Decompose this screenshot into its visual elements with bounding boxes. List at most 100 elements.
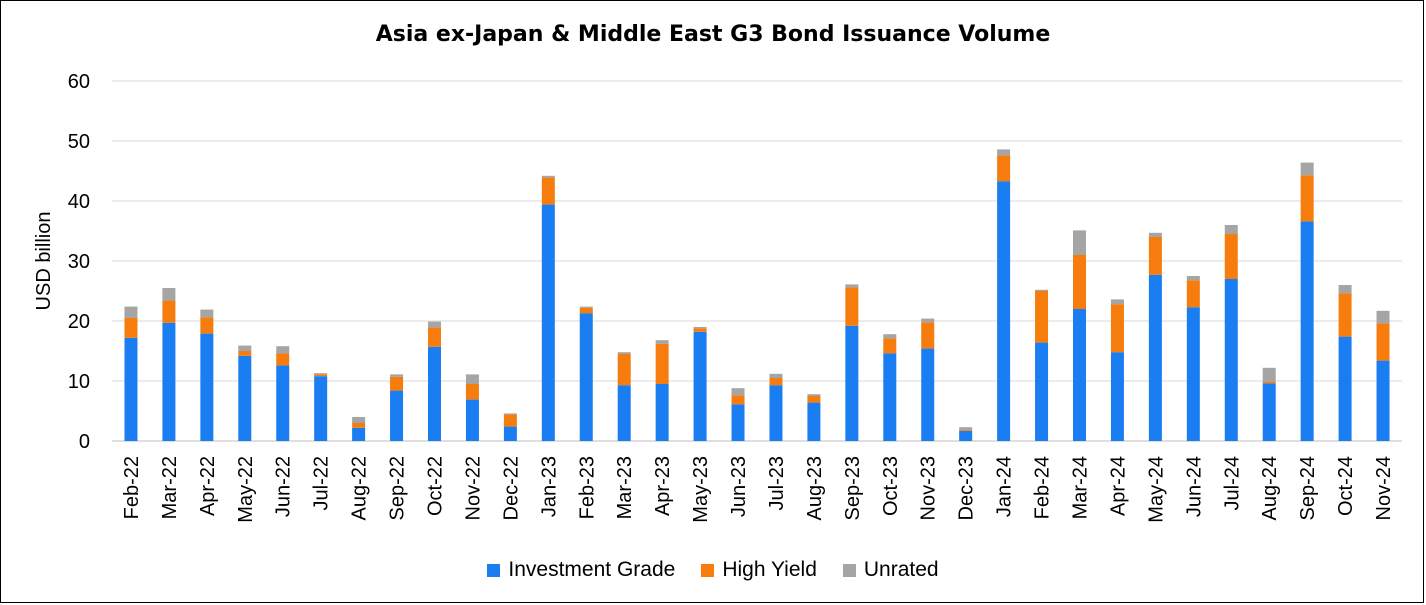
bar-high-yield-jun-24 [1186, 280, 1200, 308]
x-tick-label: Jul-22 [311, 456, 333, 510]
bar-unrated-aug-23 [807, 394, 821, 396]
bar-investment-grade-oct-22 [428, 346, 441, 441]
x-tick-label: Apr-23 [652, 456, 674, 516]
x-tick-label: Sep-22 [387, 456, 409, 521]
bar-investment-grade-may-22 [238, 355, 252, 441]
bar-unrated-dec-22 [503, 413, 517, 415]
bar-high-yield-apr-22 [200, 317, 214, 334]
bar-unrated-sep-22 [390, 374, 404, 377]
bar-investment-grade-jun-24 [1186, 307, 1200, 441]
bar-high-yield-jul-22 [314, 374, 328, 377]
bar-high-yield-sep-23 [845, 287, 859, 326]
x-tick-label: Mar-22 [159, 456, 181, 519]
bar-investment-grade-aug-23 [807, 402, 821, 441]
bar-investment-grade-may-24 [1148, 274, 1162, 441]
bar-high-yield-apr-24 [1110, 304, 1124, 353]
bar-high-yield-feb-23 [579, 307, 593, 314]
bar-high-yield-sep-22 [390, 376, 404, 391]
bar-investment-grade-feb-22 [124, 337, 138, 441]
bar-high-yield-oct-24 [1338, 293, 1352, 337]
bar-high-yield-sep-24 [1300, 175, 1314, 222]
y-tick-label: 60 [68, 71, 90, 93]
legend-item-unrated: Unrated [842, 558, 939, 582]
bar-investment-grade-jul-23 [769, 385, 783, 441]
x-tick-label: Mar-23 [614, 456, 636, 519]
bar-investment-grade-mar-22 [162, 322, 176, 441]
bar-investment-grade-apr-23 [655, 384, 669, 441]
bar-unrated-nov-22 [465, 374, 479, 384]
x-tick-label: Nov-23 [918, 456, 940, 520]
bar-unrated-aug-24 [1262, 367, 1276, 382]
x-tick-label: May-22 [235, 456, 257, 523]
bar-high-yield-aug-22 [352, 423, 366, 428]
bar-high-yield-may-22 [238, 351, 252, 356]
y-tick-label: 10 [68, 371, 90, 393]
bar-unrated-jun-23 [731, 388, 745, 396]
legend-item-investment-grade: Investment Grade [487, 558, 675, 582]
x-tick-label: Mar-24 [1070, 456, 1092, 519]
bar-investment-grade-sep-22 [390, 390, 404, 441]
bar-unrated-mar-24 [1073, 230, 1086, 255]
bar-high-yield-nov-24 [1376, 323, 1390, 361]
bar-unrated-feb-22 [124, 306, 138, 318]
bar-unrated-sep-24 [1300, 162, 1314, 176]
x-tick-label: Jul-24 [1221, 456, 1243, 510]
x-tick-label: Feb-23 [576, 456, 598, 519]
bar-investment-grade-may-23 [693, 331, 707, 441]
bar-unrated-sep-23 [845, 284, 859, 288]
bar-unrated-jun-24 [1186, 276, 1200, 281]
bar-unrated-apr-22 [200, 309, 214, 318]
bar-high-yield-jun-22 [276, 353, 290, 366]
bar-high-yield-feb-22 [124, 318, 138, 338]
legend-swatch-investment-grade [487, 563, 501, 577]
x-tick-label: Oct-23 [880, 456, 902, 516]
bar-high-yield-dec-22 [503, 414, 517, 427]
bar-unrated-feb-24 [1035, 289, 1049, 291]
x-tick-label: Nov-24 [1373, 456, 1395, 520]
bar-high-yield-oct-23 [883, 338, 897, 354]
bar-investment-grade-jun-23 [731, 404, 745, 441]
x-tick-label: May-24 [1145, 456, 1167, 523]
bar-unrated-feb-23 [579, 306, 593, 308]
bar-investment-grade-mar-24 [1073, 309, 1086, 441]
chart-legend: Investment Grade High Yield Unrated [0, 558, 1426, 582]
legend-swatch-high-yield [701, 563, 715, 577]
bar-high-yield-jul-23 [769, 378, 783, 386]
bar-investment-grade-jan-24 [997, 181, 1011, 441]
bar-high-yield-may-23 [693, 328, 707, 332]
bar-investment-grade-nov-22 [465, 399, 479, 441]
bar-high-yield-feb-24 [1035, 291, 1049, 343]
bar-high-yield-oct-22 [428, 327, 441, 347]
bar-unrated-mar-23 [617, 352, 631, 354]
x-tick-label: Jul-23 [766, 456, 788, 510]
bar-high-yield-dec-23 [959, 429, 973, 431]
x-tick-label: Dec-23 [956, 456, 978, 520]
x-tick-label: May-23 [690, 456, 712, 523]
y-tick-label: 30 [68, 251, 90, 273]
legend-swatch-unrated [842, 563, 856, 577]
bar-unrated-apr-24 [1110, 299, 1124, 305]
bar-investment-grade-oct-23 [883, 353, 897, 441]
y-tick-label: 50 [68, 131, 90, 153]
x-tick-label: Jun-23 [728, 456, 750, 517]
bar-investment-grade-dec-22 [503, 426, 517, 441]
bar-unrated-dec-23 [959, 427, 973, 430]
bar-high-yield-nov-22 [465, 384, 479, 400]
legend-label-unrated: Unrated [863, 558, 939, 581]
x-tick-label: Aug-24 [1259, 456, 1281, 521]
bar-unrated-nov-23 [921, 318, 935, 323]
y-tick-label: 40 [68, 191, 90, 213]
x-tick-label: Nov-22 [462, 456, 484, 520]
bar-investment-grade-oct-24 [1338, 336, 1352, 441]
x-tick-label: Feb-22 [121, 456, 143, 519]
bar-investment-grade-nov-24 [1376, 360, 1390, 441]
x-tick-label: Oct-24 [1335, 456, 1357, 516]
legend-item-high-yield: High Yield [701, 558, 817, 582]
x-tick-label: Apr-22 [197, 456, 219, 516]
bar-unrated-oct-24 [1338, 285, 1352, 294]
x-tick-label: Sep-24 [1297, 456, 1319, 521]
bar-investment-grade-jul-22 [314, 376, 328, 441]
bar-high-yield-aug-24 [1262, 381, 1276, 384]
bar-high-yield-apr-23 [655, 343, 669, 384]
bar-investment-grade-sep-24 [1300, 221, 1314, 441]
